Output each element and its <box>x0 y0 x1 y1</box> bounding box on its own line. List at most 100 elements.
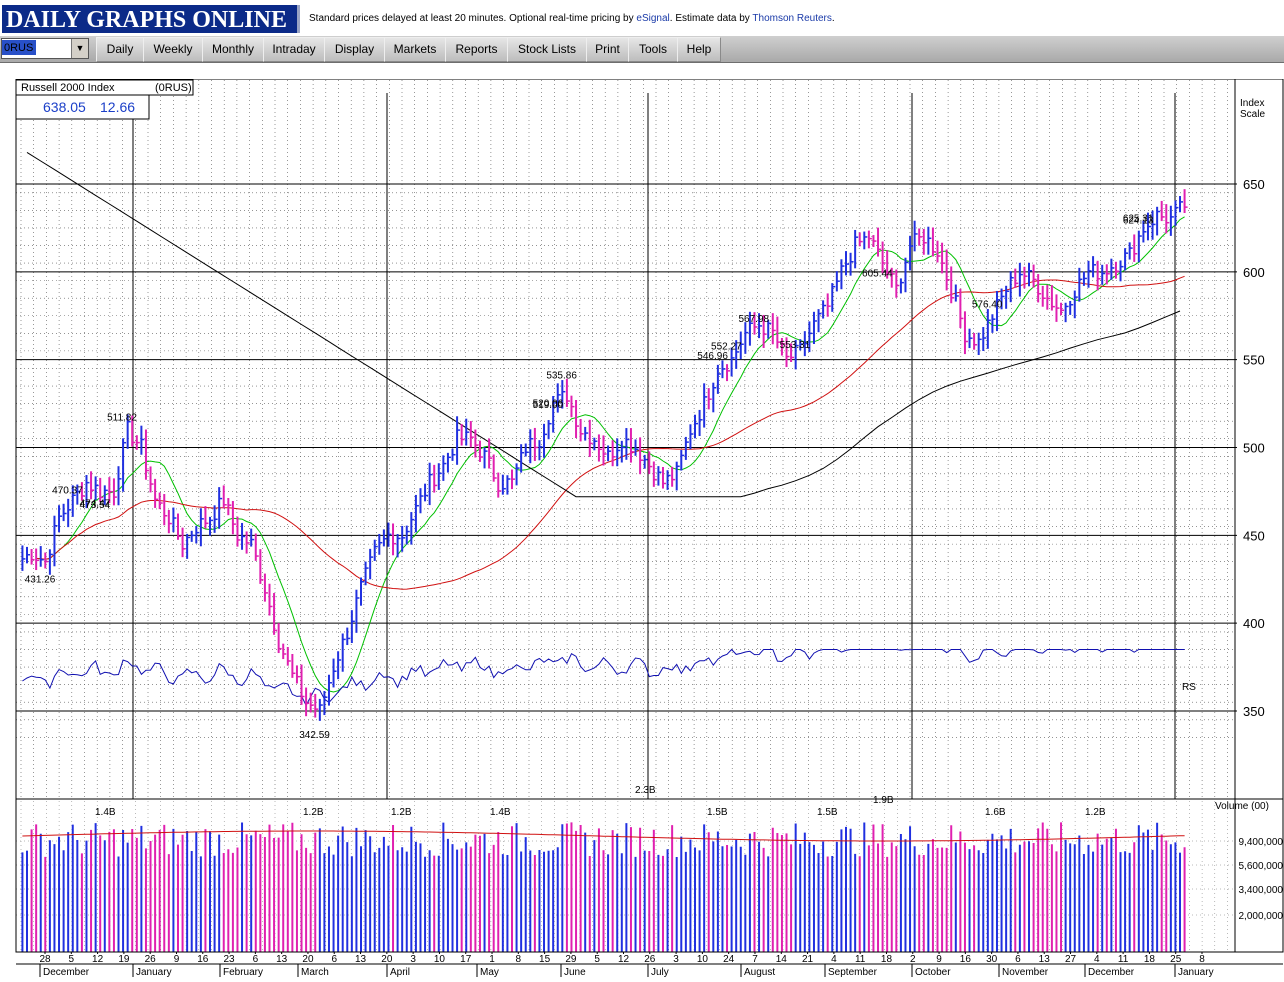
day-tick-label: 4 <box>831 954 837 965</box>
day-tick-label: 27 <box>1065 954 1077 965</box>
price-label: 625.31 <box>1123 213 1154 224</box>
pricing-notice: Standard prices delayed at least 20 minu… <box>309 13 835 24</box>
daily-button[interactable]: Daily <box>96 37 144 62</box>
relative-strength-line <box>22 648 1185 707</box>
y-tick-label: 450 <box>1243 528 1265 543</box>
volume-title: Volume (00) <box>1215 801 1269 812</box>
month-label: December <box>1088 967 1135 977</box>
weekly-button[interactable]: Weekly <box>143 37 203 62</box>
day-tick-label: 29 <box>565 954 577 965</box>
day-tick-label: 3 <box>410 954 416 965</box>
month-label: March <box>301 967 329 977</box>
volume-tick-label: 9,400,000 <box>1239 837 1284 848</box>
y-tick-label: 350 <box>1243 704 1265 719</box>
chart-title: Russell 2000 Index <box>21 82 115 94</box>
month-label: May <box>480 967 499 977</box>
markets-button[interactable]: Markets <box>384 37 446 62</box>
day-tick-label: 6 <box>1015 954 1021 965</box>
volume-tick-label: 3,400,000 <box>1239 885 1284 896</box>
day-tick-label: 23 <box>224 954 236 965</box>
price-label: 431.26 <box>25 574 56 585</box>
day-tick-label: 18 <box>1144 954 1156 965</box>
price-bars <box>21 189 1188 721</box>
site-logo[interactable]: DAILY GRAPHS ONLINE <box>2 5 300 33</box>
day-tick-label: 26 <box>644 954 656 965</box>
volume-annotation: 1.2B <box>1085 807 1106 818</box>
month-label: February <box>223 967 263 977</box>
price-label: 520.06 <box>533 398 564 409</box>
volume-annotation: 2.3B <box>635 785 656 796</box>
day-tick-label: 11 <box>855 954 866 965</box>
y-tick-label: 650 <box>1243 177 1265 192</box>
day-tick-label: 8 <box>1199 954 1205 965</box>
volume-average-line <box>22 830 1185 842</box>
day-tick-label: 16 <box>960 954 972 965</box>
intraday-button[interactable]: Intraday <box>263 37 325 62</box>
day-tick-label: 28 <box>39 954 51 965</box>
symbol-combobox[interactable]: ▼ <box>1 38 89 59</box>
volume-annotation: 1.5B <box>817 807 838 818</box>
esignal-link[interactable]: eSignal <box>636 13 670 24</box>
month-label: June <box>564 967 586 977</box>
volume-panel: 9,400,000 5,600,000 3,400,000 2,000,000 1.4B… <box>16 785 1283 952</box>
tools-button[interactable]: Tools <box>628 37 678 62</box>
price-label: 576.40 <box>972 299 1003 310</box>
month-label: October <box>915 967 951 977</box>
day-tick-label: 5 <box>69 954 75 965</box>
notice-text: Standard prices delayed at least 20 minu… <box>309 13 637 24</box>
month-label: December <box>43 967 90 977</box>
day-tick-label: 21 <box>802 954 814 965</box>
month-label: January <box>136 967 172 977</box>
print-button[interactable]: Print <box>586 37 629 62</box>
help-button[interactable]: Help <box>677 37 721 62</box>
long-moving-average <box>26 151 1181 498</box>
price-label: 605.44 <box>862 268 893 279</box>
day-tick-label: 3 <box>673 954 679 965</box>
day-tick-label: 6 <box>253 954 259 965</box>
price-label: 567.98 <box>738 314 769 325</box>
day-tick-label: 20 <box>381 954 393 965</box>
price-label: 470.37 <box>52 486 83 497</box>
volume-annotation: 1.2B <box>391 807 412 818</box>
chevron-down-icon[interactable]: ▼ <box>71 39 88 58</box>
display-button[interactable]: Display <box>324 37 385 62</box>
day-tick-label: 13 <box>355 954 367 965</box>
day-tick-label: 6 <box>331 954 337 965</box>
price-label: 546.96 <box>697 351 728 362</box>
day-tick-label: 20 <box>302 954 314 965</box>
chart-background <box>15 79 1284 977</box>
monthly-button[interactable]: Monthly <box>202 37 264 62</box>
month-label: November <box>1002 967 1049 977</box>
day-tick-label: 4 <box>1094 954 1100 965</box>
volume-annotation: 1.9B <box>873 795 894 806</box>
y-tick-label: 500 <box>1243 441 1265 456</box>
day-tick-label: 19 <box>118 954 130 965</box>
day-tick-label: 9 <box>174 954 180 965</box>
price-box <box>15 94 150 120</box>
notice-text-end: . <box>831 13 835 24</box>
notice-text-mid: . Estimate data by <box>669 13 753 24</box>
day-tick-label: 12 <box>92 954 104 965</box>
price-label: 342.59 <box>299 730 330 741</box>
reports-button[interactable]: Reports <box>445 37 508 62</box>
grid <box>16 80 1237 799</box>
thomson-reuters-link[interactable]: Thomson Reuters <box>752 13 832 24</box>
price-chart[interactable]: 9,400,000 5,600,000 3,400,000 2,000,000 1.4B… <box>15 78 1284 978</box>
day-tick-label: 13 <box>276 954 288 965</box>
y-tick-label: 550 <box>1243 353 1265 368</box>
day-tick-label: 25 <box>1170 954 1182 965</box>
y-axis-title-2: Scale <box>1240 109 1265 120</box>
price-label: 474.47 <box>80 498 111 509</box>
stock-lists-button[interactable]: Stock Lists <box>507 37 587 62</box>
day-tick-label: 11 <box>1118 954 1129 965</box>
day-tick-label: 7 <box>752 954 758 965</box>
rs-label: RS <box>1182 682 1196 693</box>
symbol-input[interactable] <box>2 39 72 56</box>
month-label: August <box>744 967 775 977</box>
day-tick-label: 16 <box>197 954 209 965</box>
price-label: 552.27 <box>711 342 742 353</box>
month-label: July <box>651 967 669 977</box>
price-change: 12.66 <box>100 99 135 115</box>
last-price: 638.05 <box>43 99 86 115</box>
